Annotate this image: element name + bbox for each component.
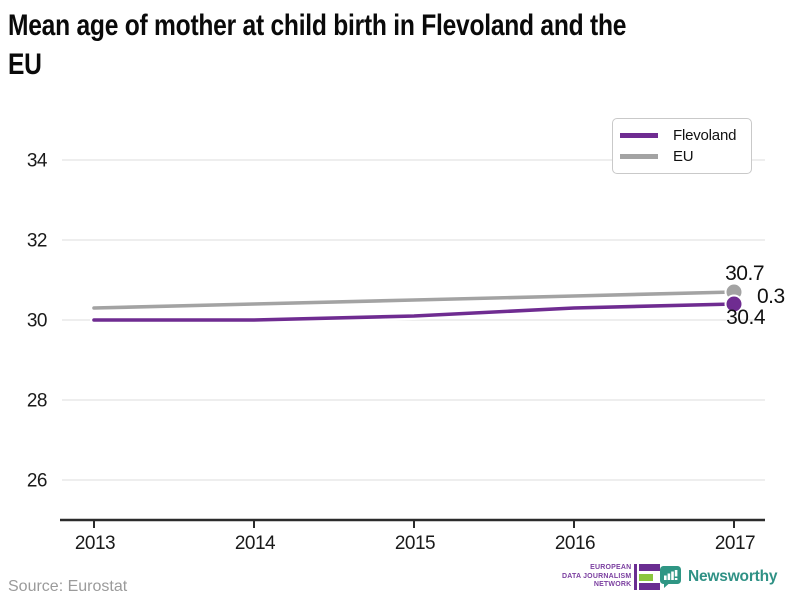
edjn-logo: EUROPEAN DATA JOURNALISM NETWORK: [562, 564, 660, 590]
newsworthy-chart-bubble-icon: [660, 566, 681, 588]
series-eu: [90, 288, 738, 312]
x-tick-2017: 2017: [715, 533, 755, 554]
y-tick-30: 30: [27, 311, 47, 332]
legend-label-eu: EU: [673, 148, 694, 166]
flevoland-line-swatch: [620, 132, 658, 138]
chart-title-line2: EU: [8, 48, 42, 81]
y-tick-26: 26: [27, 471, 47, 492]
x-tick-2015: 2015: [395, 533, 435, 554]
end-value-labels: 30.7 0.3 30.4: [725, 262, 785, 329]
edjn-logo-text: EUROPEAN DATA JOURNALISM NETWORK: [562, 563, 632, 589]
newsworthy-logo: Newsworthy: [659, 565, 778, 588]
y-tick-34: 34: [27, 151, 48, 172]
edjn-logo-divider: [634, 564, 637, 590]
newsworthy-logo-label: Newsworthy: [688, 567, 778, 585]
x-tick-2013: 2013: [75, 533, 115, 554]
legend-item-eu: EU: [620, 148, 751, 165]
x-axis: 2013 2014 2015 2016 2017: [60, 518, 765, 554]
eu-line-swatch: [620, 154, 658, 160]
flevoland-last-value-label: 30.4: [726, 306, 766, 329]
difference-label: 0.3: [757, 285, 785, 308]
y-tick-28: 28: [27, 391, 47, 412]
source-attribution: Source: Eurostat: [8, 578, 128, 595]
series-flevoland: [90, 300, 738, 324]
chart-title-line1: Mean age of mother at child birth in Fle…: [8, 9, 627, 42]
y-axis-labels: 34 32 30 28 26: [27, 151, 49, 492]
eu-last-value-label: 30.7: [725, 262, 764, 285]
legend-item-flevoland: Flevoland: [620, 127, 751, 144]
flevoland-end-point: [724, 294, 744, 314]
y-tick-32: 32: [27, 231, 47, 252]
chart-title: Mean age of mother at child birth in Fle…: [8, 6, 771, 84]
legend-label-flevoland: Flevoland: [673, 126, 737, 144]
chart-legend: Flevoland EU: [612, 118, 752, 174]
x-tick-2016: 2016: [555, 533, 595, 554]
x-tick-2014: 2014: [235, 533, 276, 554]
edjn-logo-bars: [638, 564, 660, 590]
